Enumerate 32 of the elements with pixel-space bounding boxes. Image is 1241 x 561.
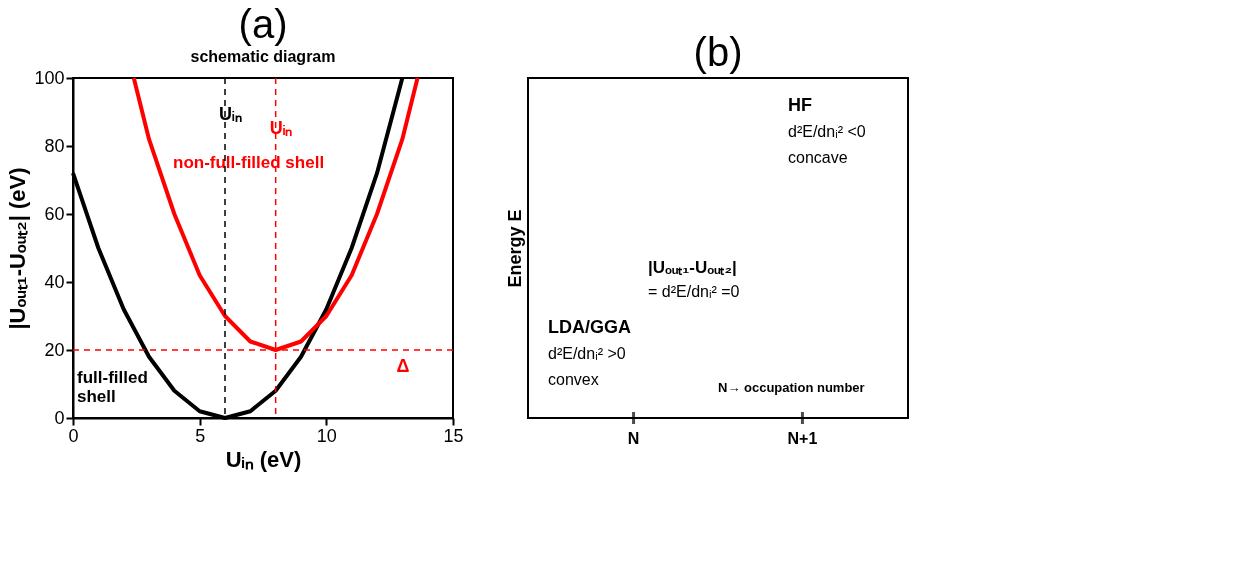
y-tick-label: 60 bbox=[44, 203, 65, 224]
chart-title: (a) bbox=[238, 2, 288, 46]
y-tick-label: 80 bbox=[44, 135, 65, 156]
x-tick-label: 0 bbox=[68, 425, 79, 446]
text: concave bbox=[788, 149, 848, 166]
y-tick-label: 20 bbox=[44, 339, 65, 360]
series-label: non-full-filled shell bbox=[173, 153, 325, 172]
category-label: N bbox=[627, 429, 640, 447]
text: |Uₒᵤₜ₁-Uₒᵤₜ₂| bbox=[648, 258, 737, 277]
text: N→ occupation number bbox=[718, 380, 865, 395]
ref-line-label: Δ bbox=[396, 356, 410, 376]
y-tick-label: 0 bbox=[54, 407, 65, 428]
text: (b) bbox=[693, 30, 743, 74]
series-label: full-filled shell bbox=[77, 368, 148, 406]
text: LDA/GGA bbox=[548, 317, 631, 337]
chart-subtitle: schematic diagram bbox=[190, 48, 336, 65]
x-tick-label: 15 bbox=[443, 425, 464, 446]
y-tick-label: 40 bbox=[44, 271, 65, 292]
x-tick-label: 10 bbox=[316, 425, 337, 446]
text: d²E/dnᵢ² >0 bbox=[548, 345, 626, 362]
y-axis-title: |Uₒᵤₜ₁-Uₒᵤₜ₂| (eV) bbox=[5, 167, 31, 330]
x-axis-title: Uᵢₙ (eV) bbox=[225, 446, 302, 472]
text: convex bbox=[548, 371, 599, 388]
ref-line-label: Uᵢₙ bbox=[219, 104, 242, 124]
text: d²E/dnᵢ² <0 bbox=[788, 123, 866, 140]
y-tick-label: 100 bbox=[34, 67, 65, 88]
ref-line-label: Uᵢₙ bbox=[269, 118, 293, 138]
text: = d²E/dnᵢ² =0 bbox=[648, 283, 740, 300]
category-label: N+1 bbox=[787, 429, 818, 447]
text: HF bbox=[788, 95, 812, 115]
text: Energy E bbox=[504, 209, 525, 288]
x-tick-label: 5 bbox=[195, 425, 206, 446]
